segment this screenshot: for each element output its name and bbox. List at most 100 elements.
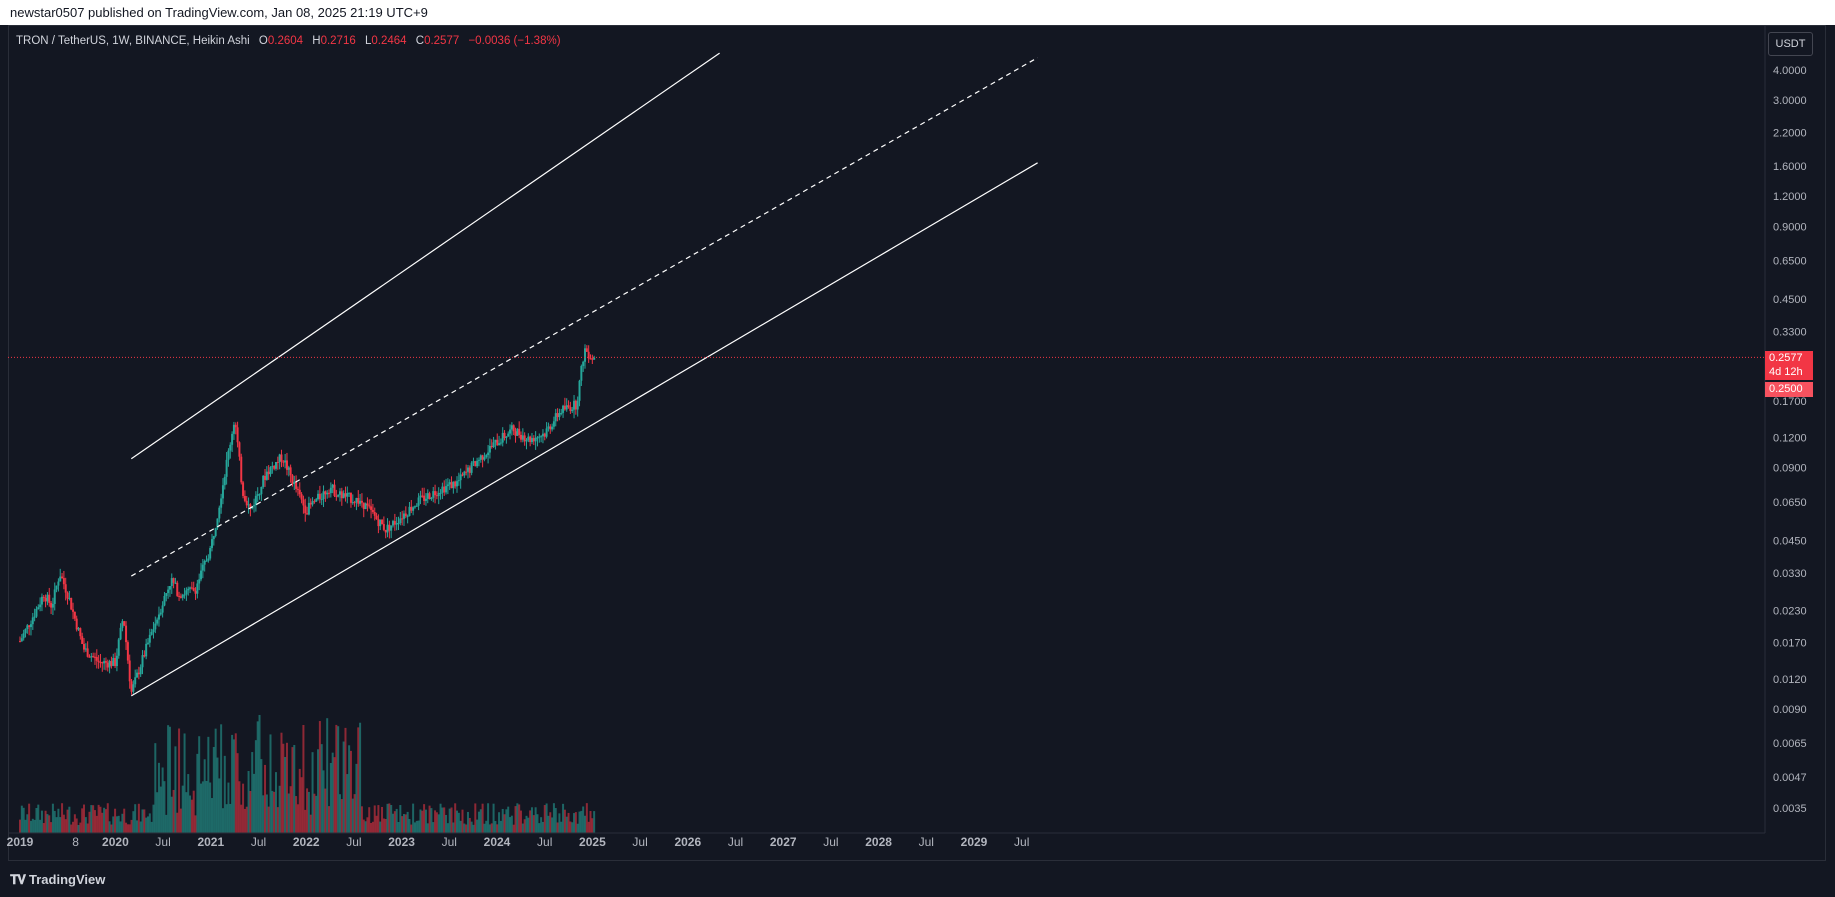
- candle-body: [540, 436, 543, 438]
- candle-body: [490, 445, 493, 448]
- volume-bar: [563, 809, 566, 833]
- candle-body: [126, 642, 129, 661]
- candle-body: [477, 459, 480, 461]
- close-label: C: [415, 35, 425, 47]
- candle-body: [19, 641, 21, 643]
- volume-bar: [386, 803, 389, 833]
- candle-body: [466, 467, 469, 472]
- volume-bar: [335, 724, 338, 833]
- candle-body: [593, 357, 596, 360]
- volume-bar: [525, 815, 528, 833]
- y-tick-label: 3.0000: [1773, 95, 1807, 107]
- parallel-channel[interactable]: [130, 52, 1038, 697]
- time-axis[interactable]: 2019 8 2020 Jul 2021 Jul 2022 Jul 2023 Jul 2024 Jul…: [7, 832, 1765, 849]
- volume-bar: [507, 806, 510, 833]
- volume-bar: [558, 813, 561, 833]
- candle-body: [247, 504, 250, 506]
- volume-bar: [176, 812, 179, 833]
- price-chart[interactable]: 4.0000 3.0000 2.2000 1.6000 1.2000 0.9000 0.65…: [0, 25, 1835, 862]
- volume-bar: [254, 740, 257, 833]
- volume-bar: [408, 819, 411, 833]
- candle-body: [430, 497, 433, 500]
- x-tick-label: Jul: [632, 835, 647, 849]
- price-axis[interactable]: 4.0000 3.0000 2.2000 1.6000 1.2000 0.9000 0.65…: [1764, 25, 1807, 833]
- y-tick-label: 0.0900: [1773, 463, 1807, 475]
- volume-bar: [249, 790, 252, 833]
- volume-bar: [262, 795, 265, 833]
- candle-body: [104, 661, 107, 663]
- y-tick-label: 0.0450: [1773, 535, 1807, 547]
- volume-bar: [88, 811, 91, 833]
- volume-bar: [59, 817, 62, 833]
- candle-body: [31, 617, 34, 625]
- volume-bar: [445, 814, 448, 833]
- volume-bar: [448, 808, 451, 833]
- volume-bar: [373, 805, 376, 833]
- volume-bar: [159, 786, 162, 833]
- currency-unit-button[interactable]: USDT: [1768, 32, 1813, 56]
- candle-body: [434, 491, 437, 496]
- candle-body: [428, 493, 431, 500]
- channel-upper-line[interactable]: [130, 52, 720, 460]
- volume-bar: [103, 807, 106, 833]
- candle-body: [472, 461, 475, 463]
- volume-bar: [121, 813, 124, 833]
- candle-body: [591, 358, 594, 360]
- volume-bar: [82, 804, 85, 833]
- volume-bar: [183, 733, 186, 833]
- candle-body: [274, 462, 277, 469]
- volume-bar: [31, 818, 34, 833]
- candle-body: [483, 457, 486, 460]
- volume-bar: [260, 759, 263, 833]
- volume-bar: [205, 780, 208, 833]
- tradingview-brand[interactable]: 𝐓𝐕 TradingView: [10, 872, 105, 888]
- candle-body: [507, 433, 510, 437]
- volume-bar: [269, 734, 272, 833]
- candle-body: [260, 487, 263, 495]
- y-tick-label: 0.3300: [1773, 326, 1807, 338]
- candle-body: [340, 491, 343, 499]
- y-tick-label: 0.9000: [1773, 221, 1807, 233]
- candle-body: [40, 596, 43, 605]
- volume-bar: [93, 810, 96, 833]
- candle-body: [273, 466, 276, 469]
- volume-bar: [287, 793, 290, 833]
- candle-body: [549, 426, 552, 430]
- volume-bar: [390, 804, 393, 833]
- candle-body: [203, 560, 206, 565]
- volume-bar: [77, 824, 80, 833]
- x-tick-label: 2022: [293, 835, 320, 849]
- candle-body: [79, 628, 82, 637]
- candle-body: [370, 506, 373, 510]
- x-tick-label: 2020: [102, 835, 129, 849]
- volume-bar: [274, 772, 277, 833]
- candle-body: [125, 625, 128, 643]
- volume-bar: [426, 823, 429, 833]
- candle-body: [146, 642, 149, 644]
- volume-bar: [218, 778, 221, 833]
- candle-body: [510, 425, 513, 430]
- volume-bar: [439, 803, 442, 833]
- chart-frame[interactable]: [8, 25, 1826, 861]
- candle-body: [342, 493, 345, 499]
- channel-lower-line[interactable]: [130, 162, 1038, 697]
- volume-bar: [573, 813, 576, 833]
- candle-body: [295, 481, 298, 489]
- candle-body: [256, 494, 259, 496]
- candle-body: [309, 502, 312, 505]
- volume-bar: [178, 728, 181, 833]
- volume-bar: [51, 803, 54, 833]
- candle-body: [216, 518, 219, 528]
- volume-bar: [317, 749, 320, 833]
- x-tick-label: 2023: [388, 835, 415, 849]
- channel-median-line[interactable]: [131, 57, 1038, 577]
- candle-body: [42, 596, 45, 598]
- volume-bar: [492, 803, 495, 833]
- published-text: newstar0507 published on TradingView.com…: [10, 5, 428, 20]
- volume-bar: [196, 753, 199, 833]
- candle-body: [359, 500, 362, 504]
- volume-bar: [479, 809, 482, 833]
- candle-body: [424, 498, 427, 501]
- volume-bar: [463, 823, 466, 833]
- volume-bar: [145, 817, 148, 833]
